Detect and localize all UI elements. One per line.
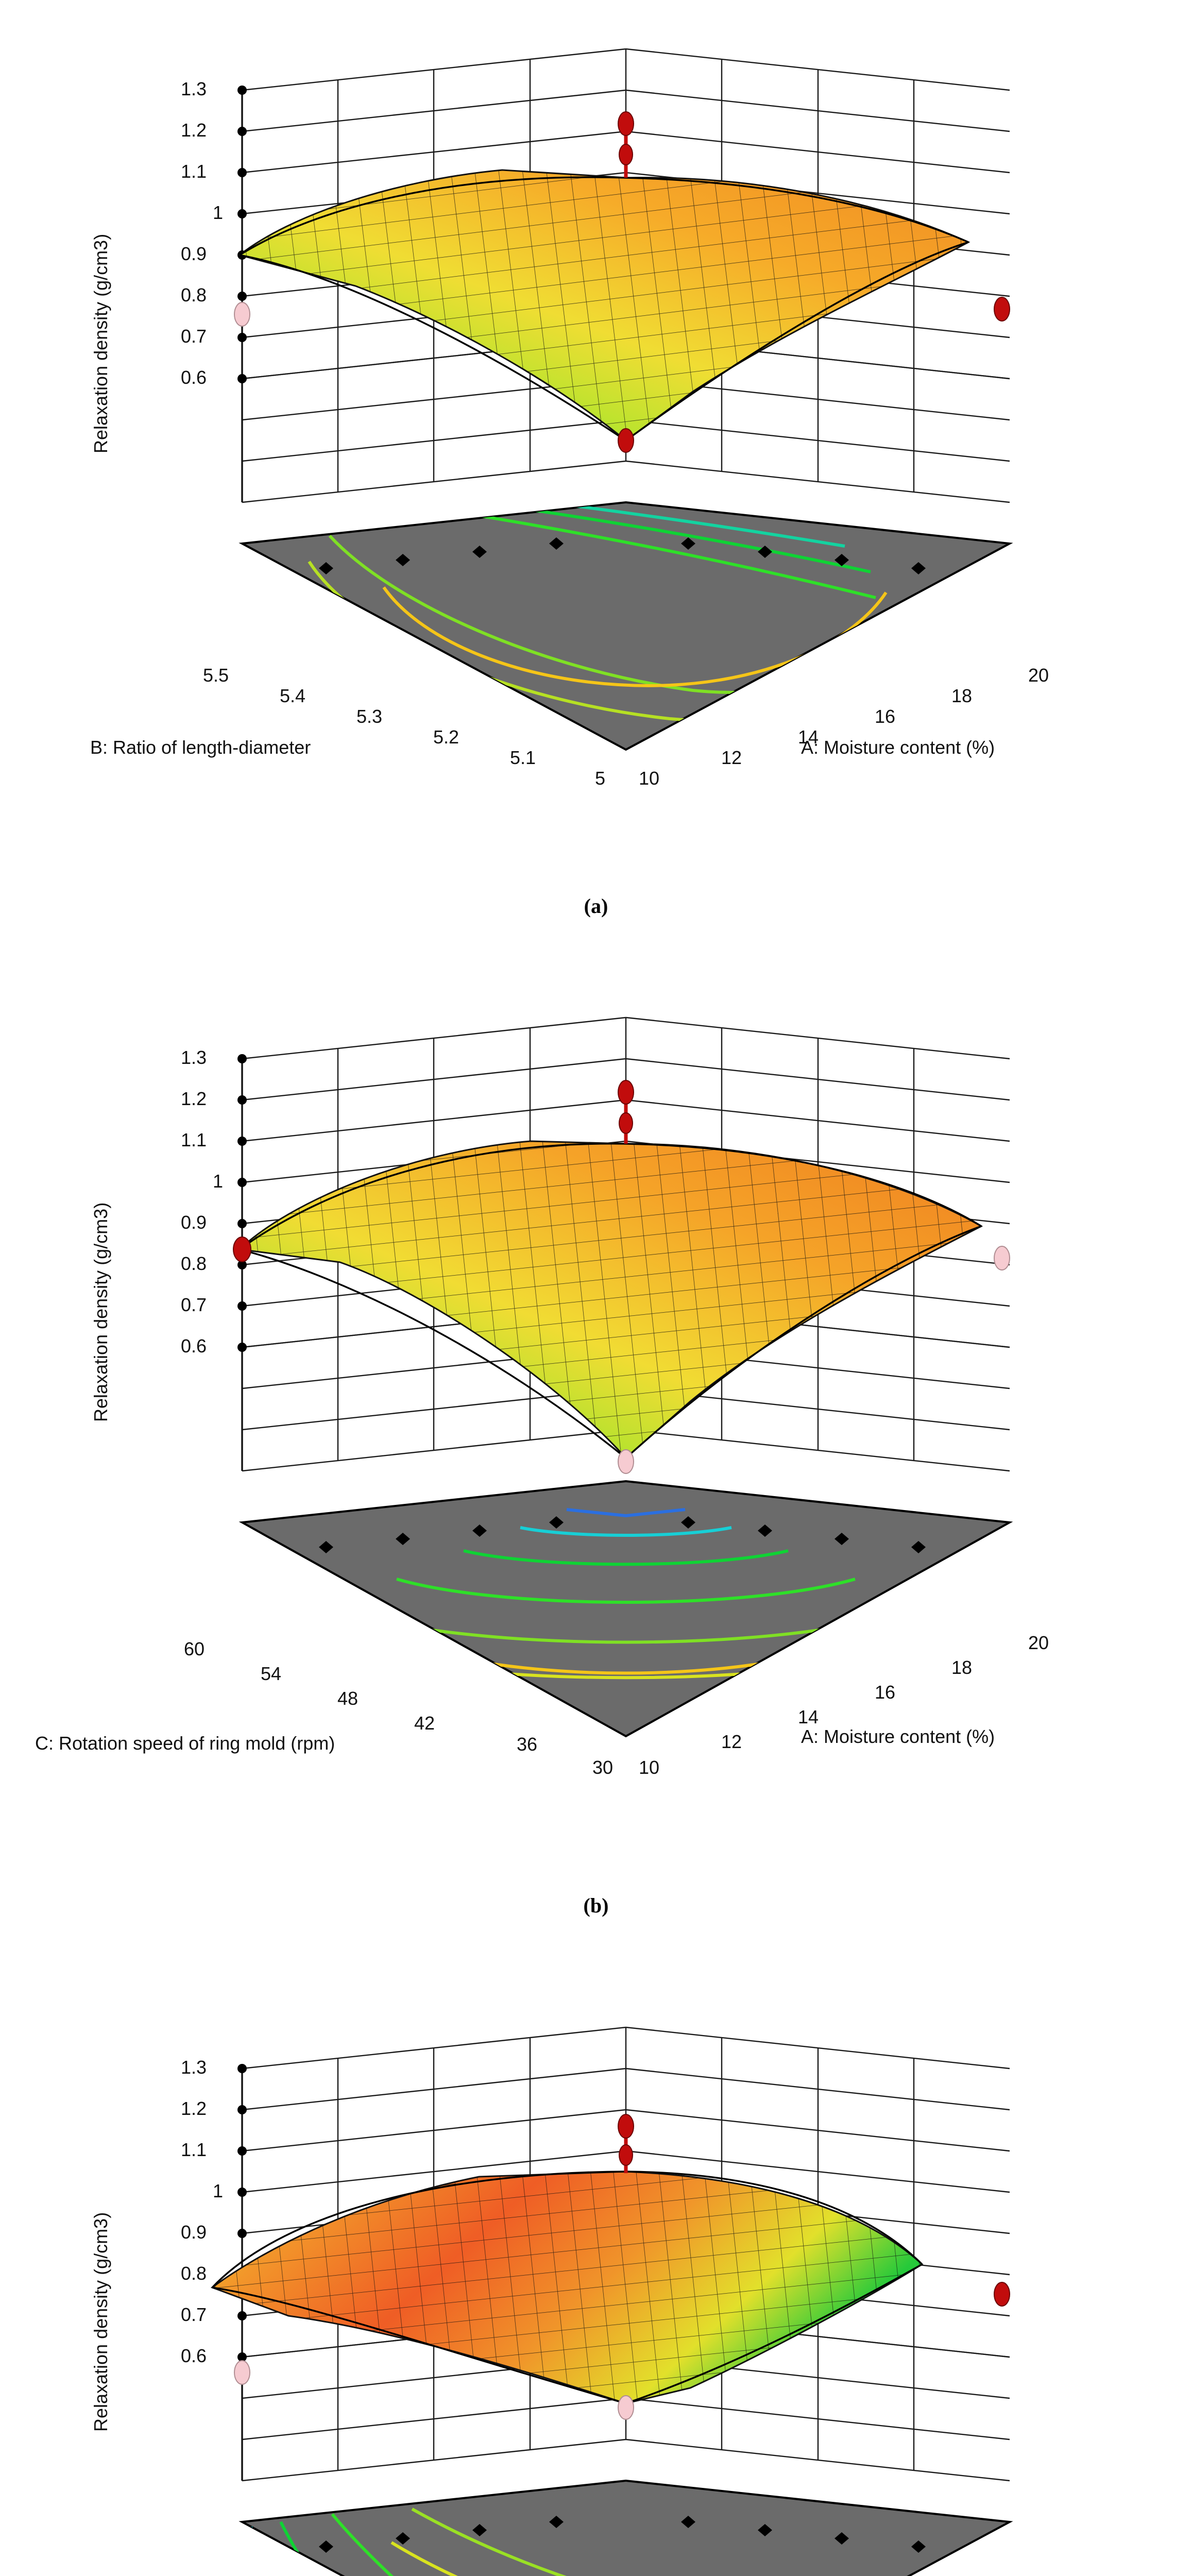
b-axis-label-a: B: Ratio of length-diameter (90, 737, 311, 758)
contour-floor-c (239, 2479, 1013, 2576)
design-point-left (234, 2360, 250, 2385)
z-tick-b-5: 0.8 (181, 1253, 207, 1274)
z-tick-a-3: 1 (213, 202, 224, 223)
a-tick-a-3: 16 (875, 706, 896, 727)
z-tick-c-4: 0.9 (181, 2222, 207, 2243)
z-tick-c-0: 1.3 (181, 2057, 207, 2078)
design-point-right (994, 2282, 1010, 2307)
z-tick-b-1: 1.2 (181, 1088, 207, 1109)
a-tick-b-0: 10 (639, 1757, 660, 1778)
z-tick-b-2: 1.1 (181, 1129, 207, 1150)
design-point-peak2 (619, 144, 633, 165)
design-point-peak2 (619, 1112, 633, 1134)
z-tick-a-2: 1.1 (181, 161, 207, 182)
z-tick-b-6: 0.7 (181, 1294, 207, 1315)
a-tick-a-4: 18 (951, 685, 973, 706)
b-tick-a-3: 5.2 (433, 726, 459, 748)
c-tick-b-2: 48 (337, 1688, 359, 1709)
a-tick-a-0: 10 (639, 768, 660, 789)
c-tick-b-3: 42 (414, 1713, 435, 1734)
z-tick-c-6: 0.7 (181, 2304, 207, 2325)
z-axis-label-b: Relaxation density (g/cm3) (90, 1202, 111, 1422)
design-points-c (234, 2114, 1010, 2420)
design-point-peak (618, 1080, 634, 1105)
z-tick-c-1: 1.2 (181, 2098, 207, 2119)
design-point-left (234, 302, 250, 327)
z-tick-c-3: 1 (213, 2180, 224, 2201)
b-tick-a-4: 5.1 (510, 747, 536, 768)
b-tick-a-5: 5 (595, 768, 606, 789)
z-tick-a-1: 1.2 (181, 120, 207, 141)
z-axis-ticks-b (237, 1054, 247, 1352)
z-tick-a-7: 0.6 (181, 367, 207, 388)
z-axis-label-c: Relaxation density (g/cm3) (90, 2212, 111, 2432)
floor-ticks-b (319, 1516, 926, 1553)
a-tick-a-1: 12 (721, 747, 742, 768)
design-points-a (234, 111, 1010, 453)
b-tick-a-1: 5.4 (280, 685, 306, 706)
z-axis-ticks-c (237, 2064, 247, 2362)
z-tick-c-7: 0.6 (181, 2345, 207, 2366)
design-point-front (618, 1449, 634, 1474)
a-axis-label-b: A: Moisture content (%) (801, 1726, 995, 1747)
plot-b-frame (233, 1016, 1013, 1738)
c-tick-b-0: 60 (184, 1638, 205, 1659)
design-point-right (994, 1246, 1010, 1270)
panel-b: Relaxation density (g/cm3) 1.3 1.2 1.1 1… (0, 969, 1192, 1976)
c-tick-b-1: 54 (261, 1663, 282, 1684)
panel-caption-b: (b) (583, 1894, 609, 1917)
response-surface-a (237, 169, 970, 442)
c-tick-b-4: 36 (517, 1734, 538, 1755)
design-point-peak2 (619, 2144, 633, 2166)
design-point-front (618, 2395, 634, 2420)
panel-caption-a: (a) (584, 894, 608, 918)
z-tick-a-0: 1.3 (181, 78, 207, 99)
z-axis-label-a: Relaxation density (g/cm3) (90, 233, 111, 453)
response-surface-b (237, 1140, 983, 1460)
panel-a: Relaxation density (g/cm3) 1.3 1.2 1.1 1… (0, 0, 1192, 969)
floor-ticks-c (319, 2516, 926, 2553)
design-point-peak (618, 111, 634, 136)
a-tick-b-4: 18 (951, 1657, 973, 1678)
a-tick-b-3: 16 (875, 1682, 896, 1703)
a-tick-b-2: 14 (798, 1706, 819, 1727)
plot-c-frame (210, 2026, 1013, 2576)
a-axis-label-a: A: Moisture content (%) (801, 737, 995, 758)
z-tick-a-4: 0.9 (181, 243, 207, 264)
a-tick-a-2: 14 (798, 726, 819, 748)
b-tick-a-0: 5.5 (203, 665, 229, 686)
design-point-front (618, 428, 634, 453)
plot-a-frame (234, 48, 1013, 751)
z-tick-c-5: 0.8 (181, 2263, 207, 2284)
z-tick-b-3: 1 (213, 1171, 224, 1192)
b-tick-a-2: 5.3 (356, 706, 383, 727)
surface-plot-a (234, 48, 1013, 751)
z-axis-ticks-a (237, 86, 247, 383)
a-tick-b-1: 12 (721, 1731, 742, 1752)
design-point-peak (618, 2114, 634, 2139)
a-tick-a-5: 20 (1028, 665, 1049, 686)
surface-plot-b (233, 1016, 1013, 1738)
z-tick-b-0: 1.3 (181, 1047, 207, 1068)
design-point-left (233, 1236, 251, 1262)
c-axis-label-b: C: Rotation speed of ring mold (rpm) (35, 1733, 335, 1754)
design-points-b (233, 1080, 1010, 1474)
z-tick-a-5: 0.8 (181, 284, 207, 306)
response-surface-c (210, 2171, 924, 2404)
z-tick-a-6: 0.7 (181, 326, 207, 347)
c-tick-b-5: 30 (592, 1757, 614, 1778)
a-tick-b-5: 20 (1028, 1632, 1049, 1653)
panel-c: Relaxation density (g/cm3) 1.3 1.2 1.1 1… (0, 1976, 1192, 2576)
z-tick-b-4: 0.9 (181, 1212, 207, 1233)
surface-plot-c (210, 2026, 1013, 2576)
z-tick-b-7: 0.6 (181, 1335, 207, 1357)
floor-ticks-a (319, 537, 926, 574)
design-point-right (994, 297, 1010, 321)
z-tick-c-2: 1.1 (181, 2139, 207, 2160)
